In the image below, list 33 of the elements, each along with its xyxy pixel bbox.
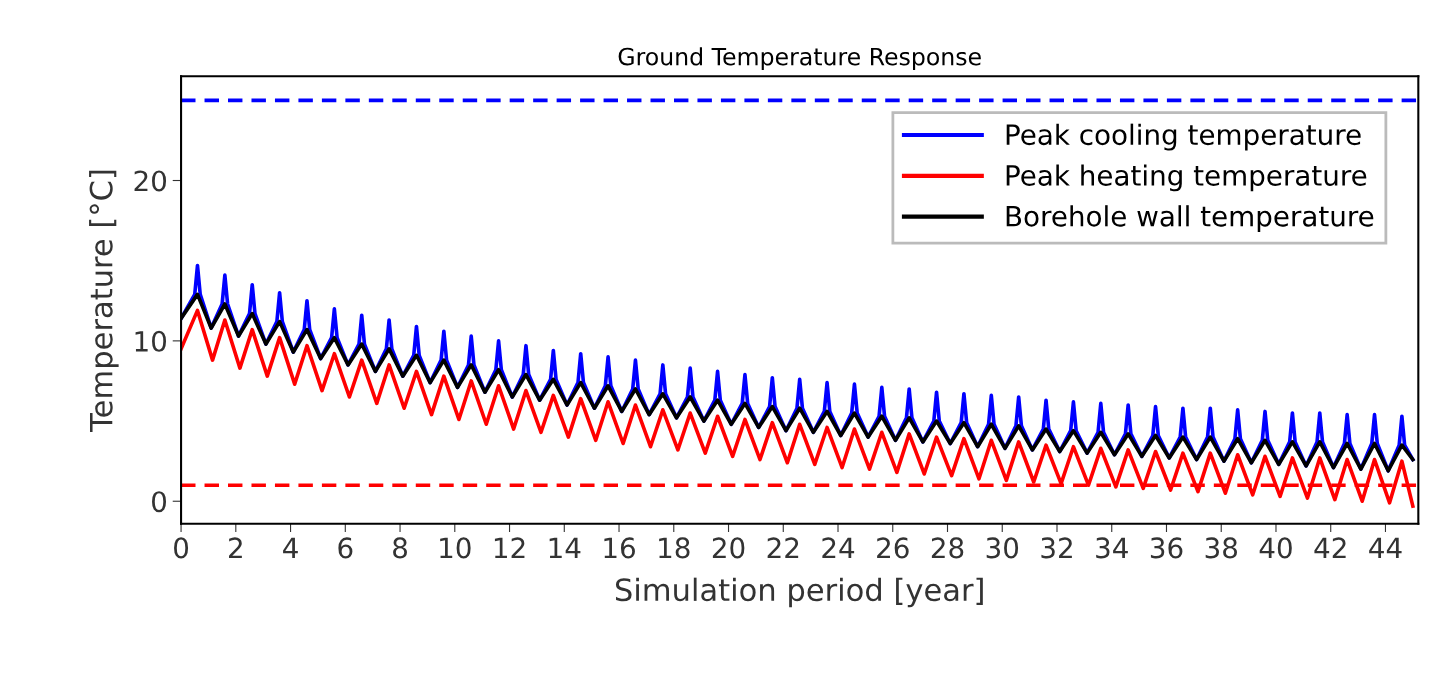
x-tick-label: 44 xyxy=(1369,537,1402,558)
x-tick-label: 36 xyxy=(1150,537,1183,559)
x-tick-label: 18 xyxy=(659,537,690,559)
x-tick-label: 8 xyxy=(393,537,407,559)
x-tick-label: 20 xyxy=(712,537,745,559)
y-tick-label: 10 xyxy=(135,330,167,352)
x-tick-label: 6 xyxy=(338,537,353,559)
x-tick-label: 10 xyxy=(440,537,471,559)
y-axis-title: Temperature [°C] xyxy=(89,170,119,432)
legend-label: Borehole wall temperature xyxy=(1006,205,1374,233)
line-series xyxy=(181,308,1415,508)
legend-label: Peak cooling temperature xyxy=(1006,123,1361,151)
x-tick-label: 14 xyxy=(549,537,581,558)
x-tick-label: 16 xyxy=(604,537,635,559)
chart-title: Ground Temperature Response xyxy=(618,47,981,71)
y-tick-label: 0 xyxy=(152,491,167,513)
x-tick-label: 22 xyxy=(767,537,799,558)
x-tick-label: 38 xyxy=(1205,537,1238,559)
x-tick-label: 28 xyxy=(931,537,964,559)
x-tick-label: 12 xyxy=(494,537,525,558)
x-tick-label: 24 xyxy=(822,537,855,558)
x-axis-title: Simulation period [year] xyxy=(615,577,983,608)
x-tick-label: 32 xyxy=(1041,537,1072,559)
x-tick-label: 40 xyxy=(1259,537,1292,559)
x-tick-label: 2 xyxy=(229,537,242,558)
y-tick-label: 20 xyxy=(134,170,167,192)
x-tick-label: 42 xyxy=(1314,537,1346,558)
x-tick-label: 0 xyxy=(174,537,189,559)
legend-label: Peak heating temperature xyxy=(1006,164,1367,192)
x-tick-label: 30 xyxy=(986,537,1019,559)
x-tick-label: 34 xyxy=(1096,537,1128,559)
x-tick-label: 4 xyxy=(283,537,298,558)
x-tick-label: 26 xyxy=(877,537,909,559)
